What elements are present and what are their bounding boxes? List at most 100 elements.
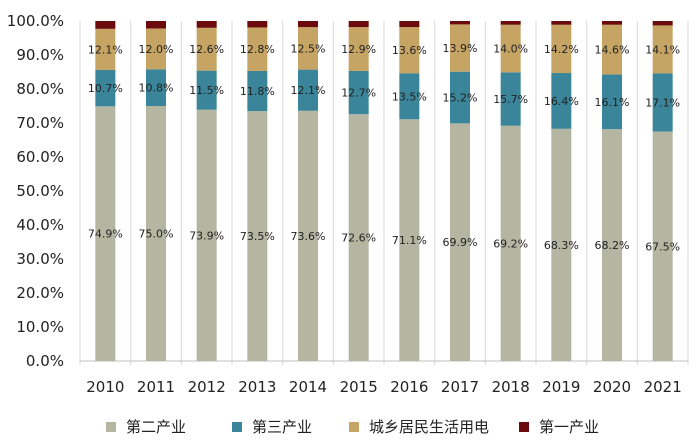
x-tick-label: 2019: [542, 378, 580, 396]
legend-label: 第二产业: [126, 418, 186, 436]
legend-swatch: [519, 422, 529, 432]
legend-swatch: [349, 422, 359, 432]
bar-segment: [602, 74, 622, 130]
y-tick-label: 20.0%: [16, 284, 64, 302]
y-tick-label: 90.0%: [16, 46, 64, 64]
bar-segment: [500, 24, 521, 73]
bar-segment: [196, 27, 217, 71]
data-label: 15.2%: [443, 92, 478, 105]
data-label: 69.2%: [493, 237, 528, 250]
x-tick-label: 2018: [492, 378, 530, 396]
bar-segment: [450, 71, 470, 124]
bar-segment: [196, 21, 217, 28]
data-label: 10.7%: [88, 82, 123, 95]
data-label: 12.5%: [291, 42, 326, 55]
data-label: 12.7%: [341, 87, 376, 100]
data-label: 11.5%: [189, 84, 224, 97]
y-tick-label: 10.0%: [16, 318, 64, 336]
bar-segment: [602, 129, 622, 361]
bar-segment: [95, 106, 116, 361]
data-label: 12.8%: [240, 43, 275, 56]
data-label: 16.4%: [544, 95, 579, 108]
bar-segment: [348, 27, 369, 71]
bar-segment: [500, 72, 521, 126]
data-label: 74.9%: [88, 228, 123, 241]
data-label: 12.0%: [139, 43, 174, 56]
bar-segment: [450, 21, 470, 25]
bar-segment: [500, 125, 521, 361]
data-label: 17.1%: [645, 96, 680, 109]
bar-segment: [247, 27, 268, 71]
data-label: 68.2%: [595, 239, 630, 252]
bar-segment: [247, 70, 268, 112]
legend-label: 城乡居民生活用电: [369, 418, 489, 436]
bar-segment: [298, 21, 318, 28]
bar-segment: [95, 21, 116, 29]
data-label: 12.1%: [291, 84, 326, 97]
bar-segment: [652, 131, 673, 361]
x-tick-label: 2015: [340, 378, 378, 396]
bar-segment: [348, 21, 369, 28]
y-tick-label: 100.0%: [7, 12, 64, 30]
data-label: 68.3%: [544, 239, 579, 252]
y-tick-label: 50.0%: [16, 182, 64, 200]
x-tick-label: 2021: [644, 378, 682, 396]
bar-segment: [450, 123, 470, 361]
bar-segment: [602, 24, 622, 75]
bar-segment: [247, 111, 268, 361]
bar-segment: [399, 73, 420, 120]
x-tick-label: 2012: [188, 378, 226, 396]
bar-segment: [95, 69, 116, 107]
legend-swatch: [232, 422, 242, 432]
x-tick-label: 2010: [86, 378, 124, 396]
x-tick-label: 2017: [441, 378, 479, 396]
data-label: 75.0%: [139, 228, 174, 241]
bar-segment: [551, 21, 572, 25]
bar-segment: [146, 21, 166, 29]
bar-segment: [146, 28, 166, 70]
data-label: 13.9%: [443, 42, 478, 55]
data-label: 12.6%: [189, 43, 224, 56]
y-tick-label: 30.0%: [16, 250, 64, 268]
y-tick-label: 60.0%: [16, 148, 64, 166]
bar-segment: [399, 119, 420, 361]
data-label: 72.6%: [341, 232, 376, 245]
data-label: 15.7%: [493, 93, 528, 106]
x-tick-label: 2014: [289, 378, 327, 396]
x-tick-label: 2016: [390, 378, 428, 396]
data-label: 13.6%: [392, 44, 427, 57]
data-label: 16.1%: [595, 96, 630, 109]
bar-segment: [399, 27, 420, 74]
data-label: 11.8%: [240, 85, 275, 98]
data-label: 14.6%: [595, 44, 630, 57]
x-tick-label: 2020: [593, 378, 631, 396]
bar-segment: [551, 128, 572, 361]
bar-segment: [298, 27, 318, 70]
data-label: 73.6%: [291, 230, 326, 243]
data-label: 73.5%: [240, 230, 275, 243]
x-tick-label: 2011: [137, 378, 175, 396]
bar-segment: [652, 25, 673, 74]
legend-label: 第三产业: [252, 418, 312, 436]
data-label: 14.2%: [544, 43, 579, 56]
bar-segment: [450, 24, 470, 72]
legend-label: 第一产业: [539, 418, 599, 436]
bar-segment: [652, 21, 673, 26]
x-tick-label: 2013: [238, 378, 276, 396]
bar-segment: [146, 69, 166, 106]
data-label: 69.9%: [443, 236, 478, 249]
y-tick-label: 40.0%: [16, 216, 64, 234]
bar-segment: [298, 69, 318, 111]
data-label: 67.5%: [645, 240, 680, 253]
bar-segment: [146, 106, 166, 361]
y-tick-label: 80.0%: [16, 80, 64, 98]
bar-segment: [652, 73, 673, 132]
y-tick-label: 0.0%: [26, 352, 64, 370]
data-label: 13.5%: [392, 90, 427, 103]
bar-segment: [196, 70, 217, 110]
bar-segment: [348, 114, 369, 361]
data-label: 10.8%: [139, 82, 174, 95]
data-label: 12.1%: [88, 43, 123, 56]
bar-segment: [500, 21, 521, 25]
